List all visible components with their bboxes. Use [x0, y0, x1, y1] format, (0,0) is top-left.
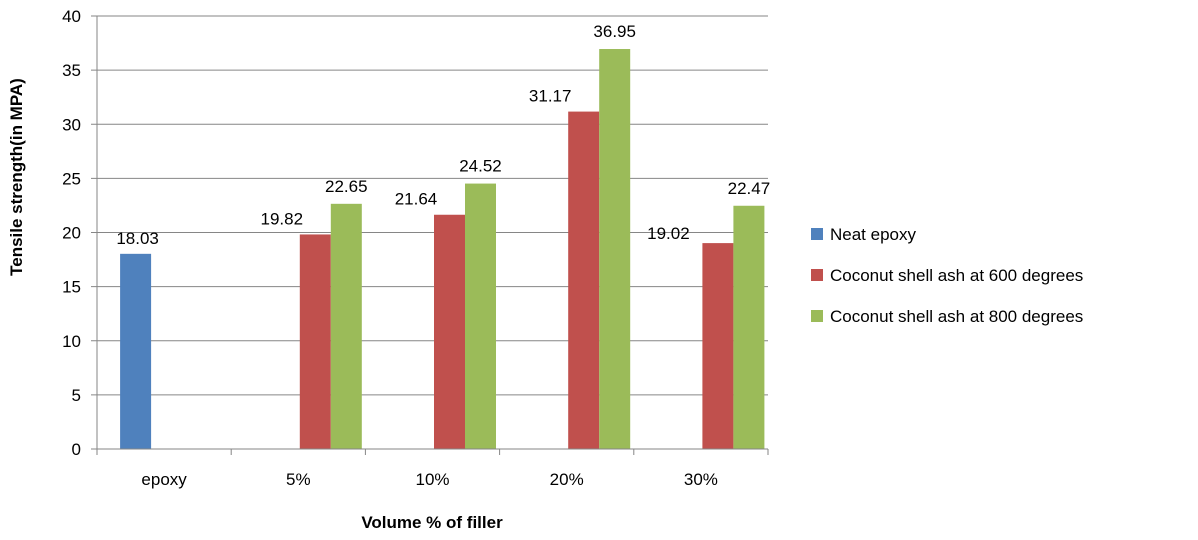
x-tick-label: 20%: [550, 470, 584, 489]
bar: [733, 205, 765, 449]
x-axis-title: Volume % of filler: [361, 513, 503, 532]
gridlines: [97, 15, 768, 396]
data-labels: 18.03 19.82 21.64 31.17 19.02 22.65 24.52 36.95…: [116, 22, 770, 248]
data-label: 18.03: [116, 229, 159, 248]
y-tick-label: 25: [62, 169, 81, 188]
bar: [702, 243, 734, 449]
legend-label: Coconut shell ash at 800 degrees: [830, 307, 1083, 326]
x-tick-label: 10%: [415, 470, 449, 489]
legend-label: Coconut shell ash at 600 degrees: [830, 266, 1083, 285]
y-tick-label: 0: [72, 440, 81, 459]
bar: [568, 111, 600, 449]
legend-label: Neat epoxy: [830, 225, 916, 244]
legend-swatch: [811, 310, 823, 322]
bar: [120, 253, 152, 449]
data-label: 36.95: [593, 22, 636, 41]
y-tick-label: 5: [72, 386, 81, 405]
axes: 0 5 10 15 20 25 30 35 40 epoxy 5% 10% 20% 30%: [62, 7, 769, 489]
y-tick-label: 10: [62, 332, 81, 351]
bar: [299, 234, 331, 449]
y-tick-label: 20: [62, 224, 81, 243]
bar: [434, 214, 465, 449]
y-tick-label: 40: [62, 7, 81, 26]
legend-swatch: [811, 228, 823, 240]
x-tick-label: epoxy: [141, 470, 187, 489]
y-tick-label: 35: [62, 61, 81, 80]
y-tick-label: 15: [62, 278, 81, 297]
data-label: 31.17: [529, 87, 572, 106]
data-label: 24.52: [459, 157, 502, 176]
legend: Neat epoxy Coconut shell ash at 600 degre…: [811, 225, 1083, 326]
bar: [330, 203, 362, 449]
y-tick-label: 30: [62, 115, 81, 134]
data-label: 19.02: [647, 224, 690, 243]
bar: [599, 49, 631, 450]
data-label: 22.47: [728, 179, 771, 198]
data-label: 22.65: [325, 177, 368, 196]
bar: [465, 183, 496, 450]
bars: [120, 49, 765, 450]
x-tick-label: 30%: [684, 470, 718, 489]
x-tick-label: 5%: [286, 470, 311, 489]
data-label: 21.64: [395, 190, 438, 209]
y-axis-title: Tensile strength(in MPA): [7, 78, 26, 276]
data-label: 19.82: [261, 209, 304, 228]
legend-swatch: [811, 269, 823, 281]
